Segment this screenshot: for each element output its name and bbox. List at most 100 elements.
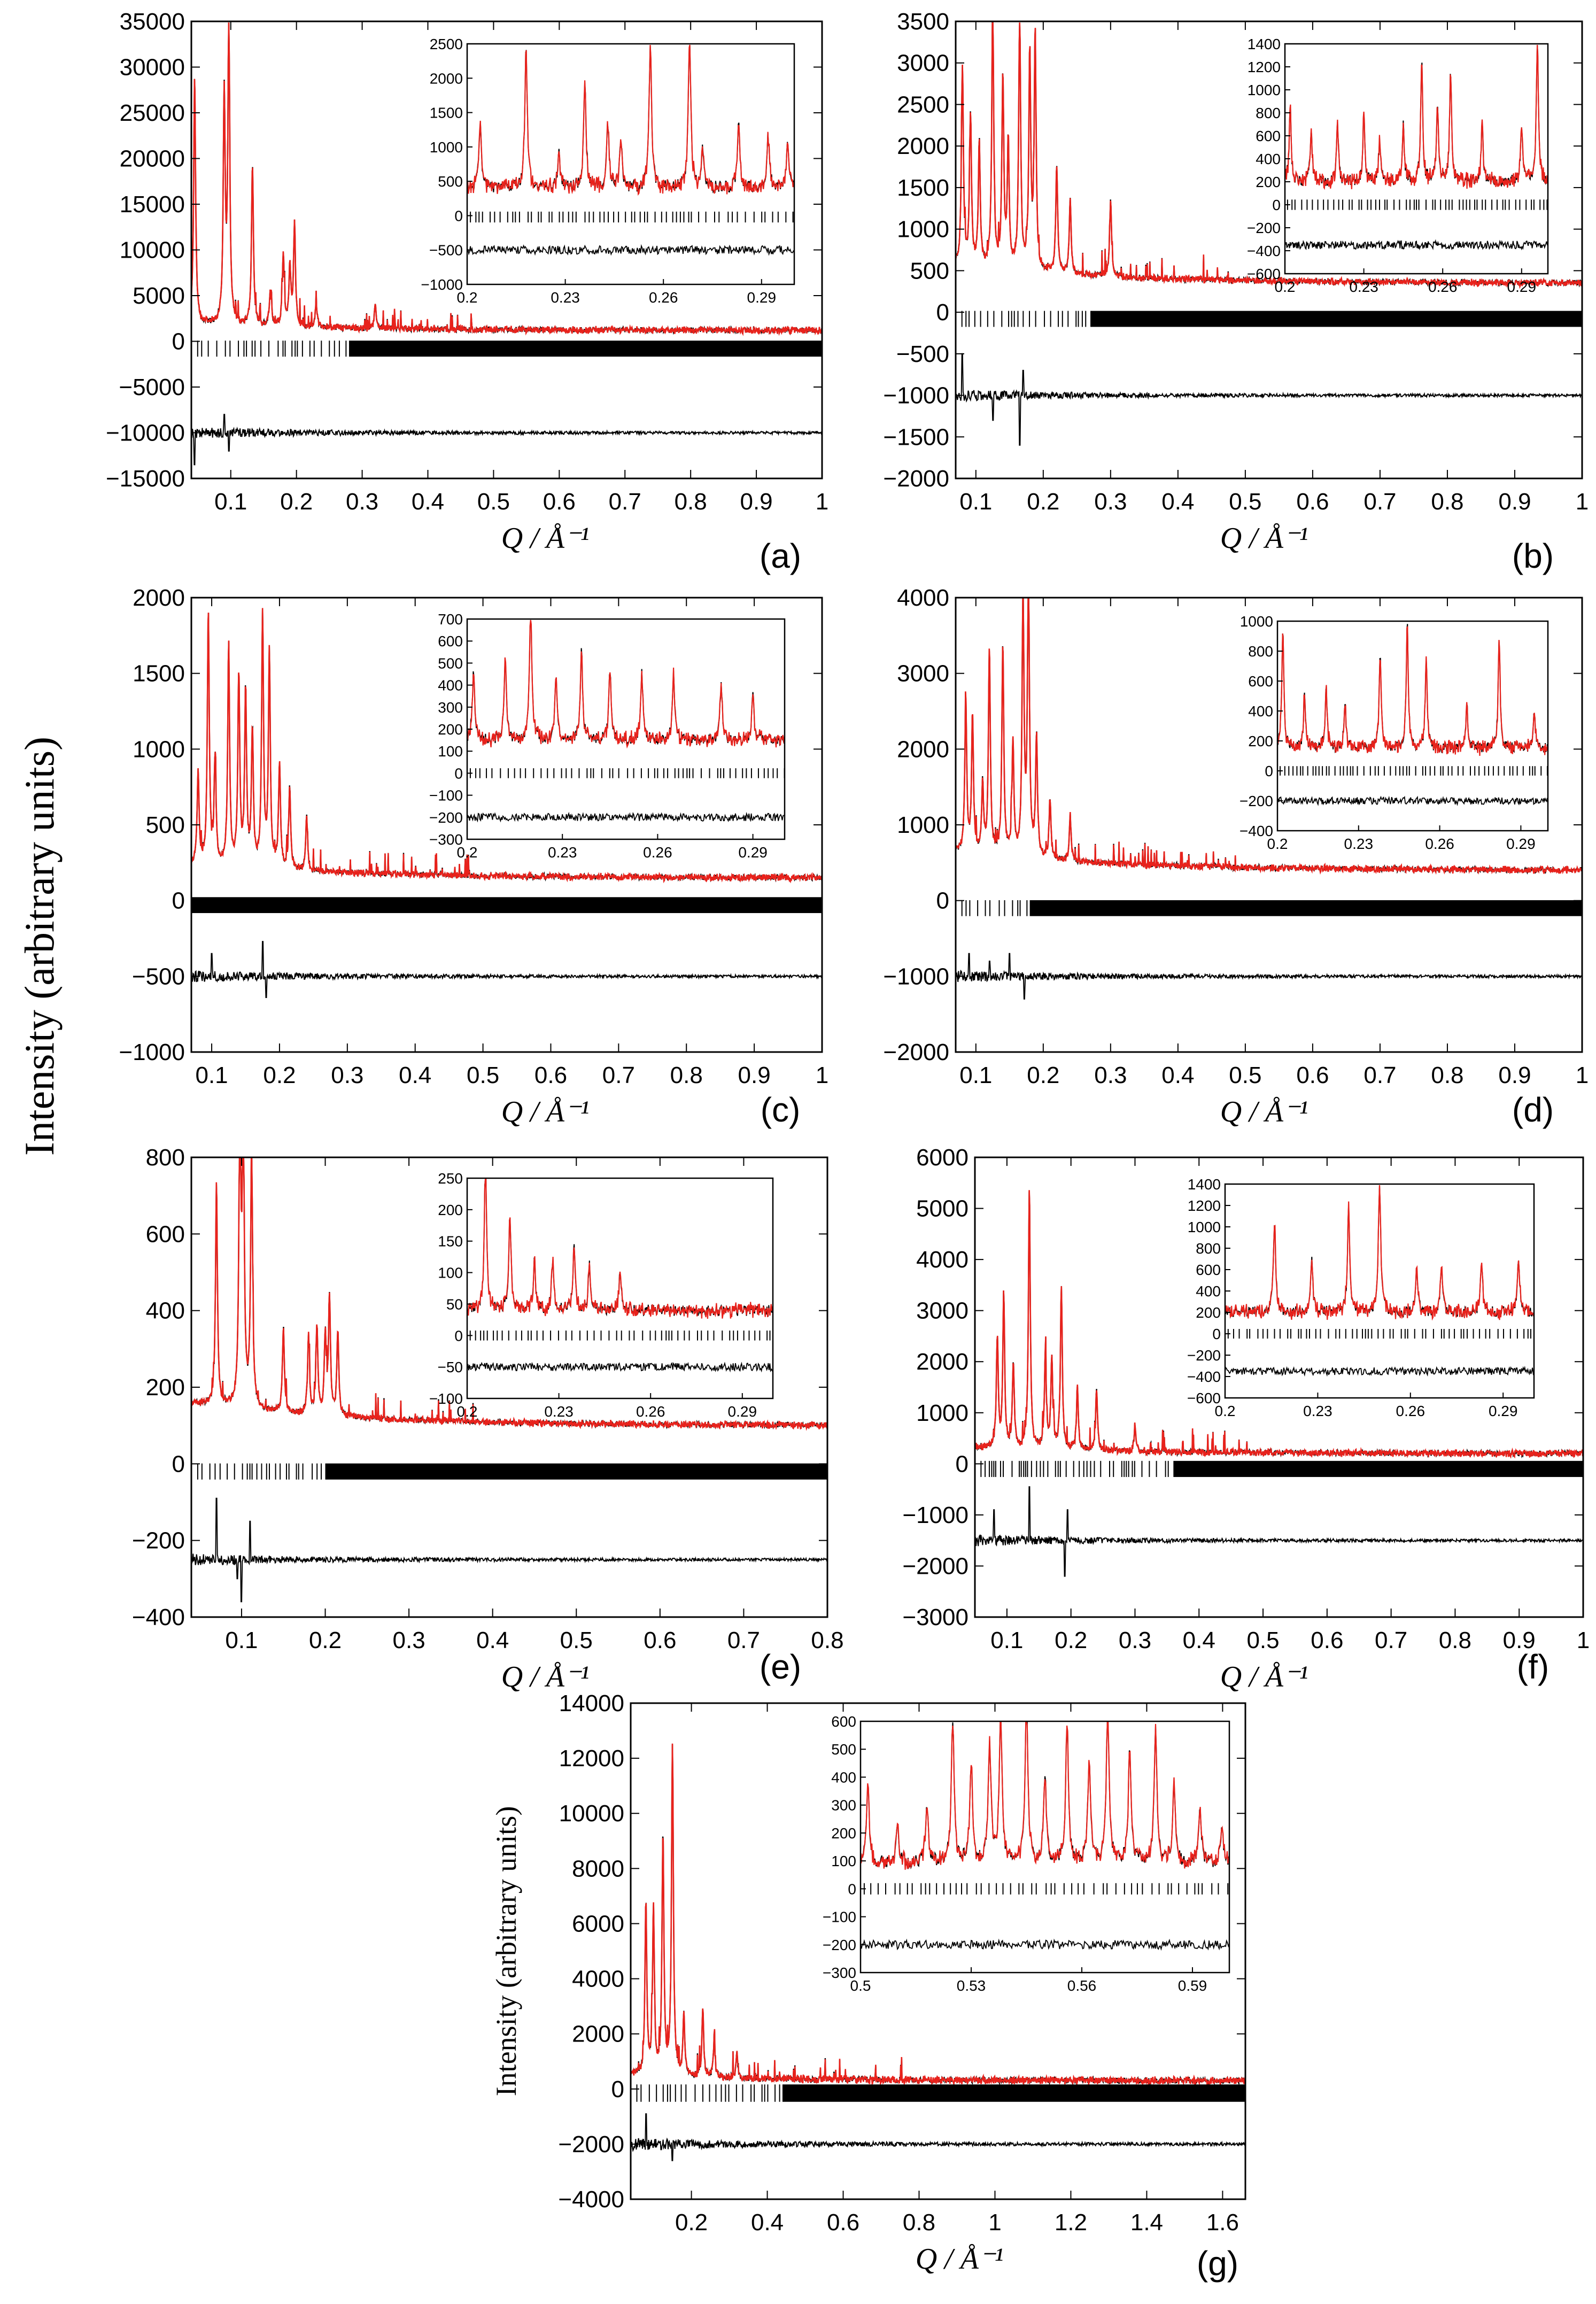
main-x-tick-label: 0.4 xyxy=(412,489,444,515)
inset-x-tick-label: 0.2 xyxy=(1267,836,1288,852)
main-y-tick-label: 1000 xyxy=(897,217,949,243)
main-y-tick-label: 10000 xyxy=(120,237,185,264)
main-x-tick-label: 0.9 xyxy=(1498,489,1531,515)
main-y-tick-label: 5000 xyxy=(916,1196,969,1222)
x-axis-title: Q / Å⁻¹ xyxy=(1220,1660,1308,1694)
main-y-tick-label: −15000 xyxy=(106,466,185,492)
main-x-tick-label: 1.6 xyxy=(1206,2209,1239,2236)
main-x-tick-label: 0.6 xyxy=(1311,1627,1343,1653)
inset-y-tick-label: 1000 xyxy=(1188,1219,1221,1235)
inset-y-tick-label: −100 xyxy=(823,1909,856,1926)
inset-y-tick-label: −50 xyxy=(438,1359,463,1375)
main-y-tick-label: 2000 xyxy=(916,1349,969,1375)
inset-y-tick-label: 500 xyxy=(438,655,463,671)
inset-y-tick-label: 1200 xyxy=(1188,1197,1221,1214)
inset-y-tick-label: −500 xyxy=(429,242,463,259)
inset-y-tick-label: 2000 xyxy=(430,70,463,87)
inset-x-tick-label: 0.56 xyxy=(1067,1977,1097,1994)
main-y-tick-label: −1500 xyxy=(883,424,949,450)
inset-x-tick-label: 0.23 xyxy=(544,1403,574,1420)
main-reflection-markers xyxy=(980,1460,1583,1477)
panel-label: (b) xyxy=(1512,537,1554,575)
main-y-tick-label: −10000 xyxy=(106,420,185,446)
inset-difference-series xyxy=(1277,795,1548,806)
main-x-tick-label: 0.7 xyxy=(1363,1062,1396,1088)
inset-y-tick-label: 0 xyxy=(848,1881,856,1897)
main-difference-series xyxy=(191,1497,828,1603)
main-y-tick-label: −3000 xyxy=(902,1604,969,1630)
x-axis-title: Q / Å⁻¹ xyxy=(916,2243,1004,2276)
inset-y-tick-label: 1400 xyxy=(1248,36,1281,52)
main-x-tick-label: 0.3 xyxy=(331,1062,363,1088)
main-reflection-markers xyxy=(961,311,1582,327)
inset-y-tick-label: −600 xyxy=(1247,266,1281,282)
main-y-tick-label: 3000 xyxy=(897,661,949,687)
inset-y-tick-label: 50 xyxy=(446,1296,463,1312)
main-difference-series xyxy=(955,353,1583,446)
main-reflection-band xyxy=(325,1463,827,1480)
main-x-tick-label: 0.1 xyxy=(214,489,247,515)
main-y-tick-label: 1500 xyxy=(133,661,185,687)
main-y-tick-label: 1000 xyxy=(897,812,949,838)
inset-calculated-series xyxy=(466,620,786,749)
main-y-tick-label: −2000 xyxy=(883,466,949,492)
main-x-tick-label: 0.6 xyxy=(644,1627,676,1653)
main-y-tick-label: 1000 xyxy=(916,1400,969,1426)
inset-y-tick-label: −1000 xyxy=(421,276,463,293)
inset-y-tick-label: −200 xyxy=(823,1937,856,1953)
panel-b: −2000−1500−1000−500050010001500200025003… xyxy=(883,9,1589,575)
inset-y-tick-label: 600 xyxy=(1248,673,1273,690)
inset-y-tick-label: 300 xyxy=(831,1797,856,1814)
main-y-tick-label: 8000 xyxy=(572,1855,624,1882)
inset-y-tick-label: 200 xyxy=(438,721,463,738)
main-x-tick-label: 0.1 xyxy=(990,1627,1023,1653)
main-x-tick-label: 1 xyxy=(1576,489,1589,515)
main-y-tick-label: −2000 xyxy=(558,2131,624,2158)
inset-calculated-series xyxy=(1277,625,1549,756)
panel-g: −4000−2000020004000600080001000012000140… xyxy=(490,1690,1246,2283)
main-reflection-band xyxy=(349,341,822,357)
inset-y-tick-label: −200 xyxy=(1247,220,1281,236)
inset-x-tick-label: 0.26 xyxy=(643,844,672,861)
inset-y-tick-label: 150 xyxy=(438,1233,463,1250)
main-reflection-band xyxy=(1090,311,1582,327)
main-x-tick-label: 1 xyxy=(1576,1062,1589,1088)
inset-y-tick-label: −300 xyxy=(823,1965,856,1981)
main-y-tick-label: 14000 xyxy=(559,1690,624,1717)
main-calculated-series xyxy=(974,1190,1584,1459)
inset-y-tick-label: −200 xyxy=(1239,793,1273,809)
inset-y-tick-label: 600 xyxy=(438,633,463,650)
main-y-tick-label: −200 xyxy=(132,1528,185,1554)
inset-y-tick-label: 500 xyxy=(438,173,463,190)
inset-x-tick-label: 0.23 xyxy=(551,289,580,306)
inset-y-tick-label: −100 xyxy=(429,1390,463,1407)
main-reflection-band xyxy=(1173,1460,1583,1477)
inset-inset-background xyxy=(467,619,785,839)
main-x-tick-label: 1 xyxy=(988,2209,1001,2236)
inset-y-tick-label: 0 xyxy=(1212,1326,1221,1342)
main-calculated-series xyxy=(955,598,1583,875)
inset-x-tick-label: 0.5 xyxy=(850,1977,871,1994)
main-y-tick-label: 500 xyxy=(910,258,949,284)
main-x-tick-label: 0.4 xyxy=(399,1062,431,1088)
main-x-tick-label: 0.3 xyxy=(1094,1062,1127,1088)
main-x-tick-label: 0.2 xyxy=(309,1627,342,1653)
main-y-tick-label: 0 xyxy=(172,888,185,914)
main-x-tick-label: 1.2 xyxy=(1055,2209,1087,2236)
inset-y-tick-label: −300 xyxy=(429,831,463,848)
inset-x-tick-label: 0.23 xyxy=(1344,836,1374,852)
main-x-tick-label: 0.7 xyxy=(609,489,641,515)
inset-plot-frame xyxy=(859,1720,1230,1974)
main-y-tick-label: −4000 xyxy=(558,2186,624,2213)
x-axis-title: Q / Å⁻¹ xyxy=(1220,1095,1308,1128)
main-reflection-band xyxy=(782,2084,1245,2102)
main-x-tick-label: 0.9 xyxy=(1498,1062,1531,1088)
inset-y-tick-label: 600 xyxy=(831,1713,856,1730)
main-x-tick-label: 0.6 xyxy=(534,1062,567,1088)
inset-inset-background xyxy=(467,44,794,284)
inset-y-tick-label: −200 xyxy=(429,809,463,826)
main-y-tick-label: 0 xyxy=(172,329,185,355)
inset-y-tick-label: 100 xyxy=(831,1853,856,1869)
main-y-tick-label: 4000 xyxy=(572,1966,624,1992)
x-axis-title: Q / Å⁻¹ xyxy=(501,1095,590,1128)
